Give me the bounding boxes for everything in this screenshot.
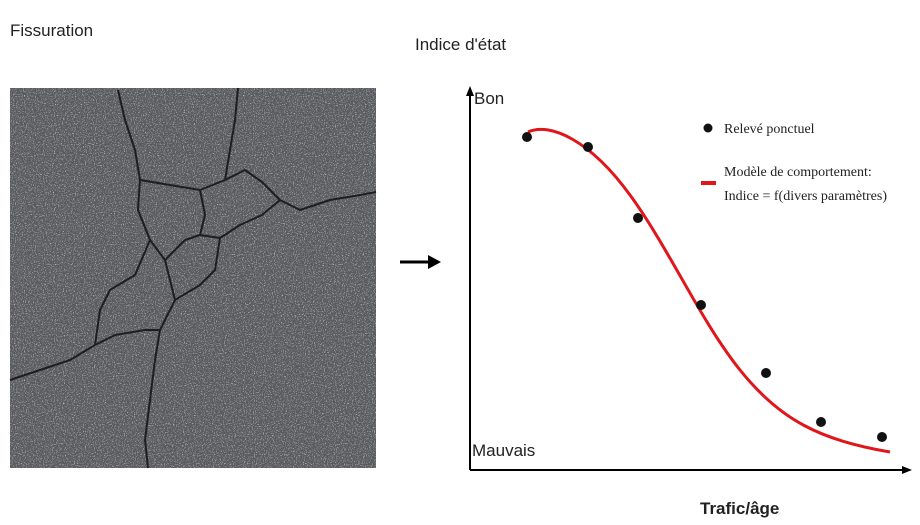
legend-model-line2: Indice = f(divers paramètres) bbox=[724, 189, 887, 204]
legend-points-label: Relevé ponctuel bbox=[724, 122, 815, 137]
diagram: Fissuration Indice d'état Bon Mauvais Tr… bbox=[0, 0, 920, 525]
x-label: Trafic/âge bbox=[700, 499, 779, 518]
chart-title: Indice d'état bbox=[415, 35, 506, 54]
arrow-head bbox=[428, 255, 441, 269]
photo-title: Fissuration bbox=[10, 21, 93, 40]
crack-photo bbox=[10, 88, 376, 468]
y-bottom-label: Mauvais bbox=[472, 441, 535, 460]
x-arrow bbox=[902, 466, 912, 474]
y-top-label: Bon bbox=[474, 89, 504, 108]
legend-point bbox=[704, 124, 713, 133]
axes bbox=[470, 92, 905, 470]
legend-model-line1: Modèle de comportement: bbox=[724, 165, 872, 180]
y-arrow bbox=[466, 86, 474, 96]
